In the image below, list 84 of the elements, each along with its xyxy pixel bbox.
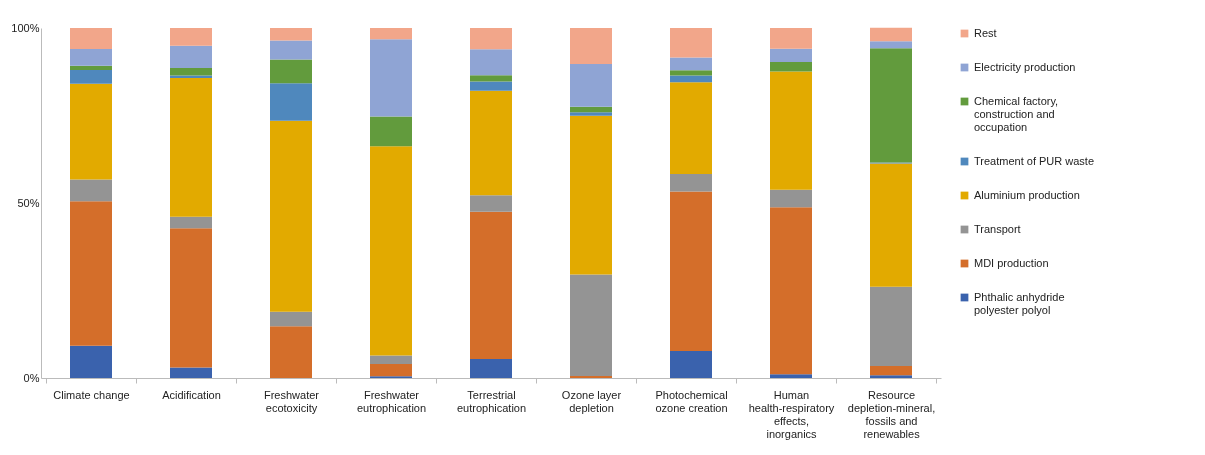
bar [70,70,112,84]
bar [70,345,112,378]
x-tick-label: Terrestrial eutrophication [456,388,527,414]
y-tick-label: 50% [17,196,40,209]
bar [670,351,712,378]
bar [570,274,612,376]
bar [70,201,112,346]
bar [270,83,312,121]
bar [570,112,612,116]
bar [570,375,612,378]
bar [70,83,112,180]
y-tick-label: 0% [23,371,40,384]
bar [470,211,512,360]
bar [270,120,312,312]
bar [270,40,312,60]
bar [170,28,212,46]
bar [70,28,112,49]
legend-label: Phthalic anhydride polyester polyol [974,290,1065,316]
bar [570,64,612,107]
legend-label: Aluminium production [974,188,1080,201]
bar [770,207,812,375]
legend-label: Chemical factory, construction and occupation [974,94,1059,133]
bar [170,45,212,68]
bar [370,355,412,364]
bar [270,28,312,41]
bar [370,39,412,117]
bar [470,81,512,91]
bar [870,48,912,163]
x-tick-label: Ozone layer depletion [561,388,622,414]
bar [870,27,912,42]
bar [170,228,212,368]
bar [670,173,712,192]
bar [470,28,512,50]
legend-label: Electricity production [974,60,1076,73]
bar [770,374,812,378]
bar [470,75,512,82]
bar [170,78,212,217]
x-tick-label: Acidification [162,388,221,401]
bar [870,286,912,367]
x-tick-label: Resource depletion-mineral, fossils and renewables [847,388,936,440]
bar [70,179,112,202]
bar [370,364,412,377]
bar [870,366,912,376]
bar [570,115,612,275]
bar [270,326,312,378]
bar [670,82,712,174]
bar [670,70,712,76]
bar [170,67,212,76]
bar [670,57,712,71]
bar [870,375,912,378]
bar [270,59,312,84]
legend-label: Rest [974,26,997,39]
bar [70,49,112,66]
bar [770,48,812,62]
x-tick-label: Freshwater ecotoxicity [263,388,320,414]
bar [770,71,812,190]
bar [670,75,712,83]
x-tick-label: Photochemical ozone creation [655,388,728,414]
y-tick-label: 100% [11,21,40,34]
bar [770,189,812,208]
x-tick-label: Freshwater eutrophication [356,388,427,414]
bar [870,41,912,49]
bar [470,359,512,378]
bar [70,65,112,70]
bar [870,163,912,287]
legend-label: MDI production [974,256,1049,269]
bar [470,195,512,212]
bar [570,28,612,65]
x-tick-label: Climate change [53,388,130,401]
bar [370,116,412,147]
bar [170,216,212,229]
bar [370,28,412,40]
bar [670,28,712,58]
bar [470,90,512,196]
legend-label: Transport [974,222,1021,235]
bar [770,61,812,72]
bar [770,28,812,49]
x-tick-label: Human health-respiratory effects, inorganics [748,388,835,440]
legend-label: Treatment of PUR waste [974,154,1095,167]
bar [470,49,512,76]
bar [670,191,712,352]
bar [270,311,312,327]
bar [170,367,212,378]
bar [370,146,412,356]
